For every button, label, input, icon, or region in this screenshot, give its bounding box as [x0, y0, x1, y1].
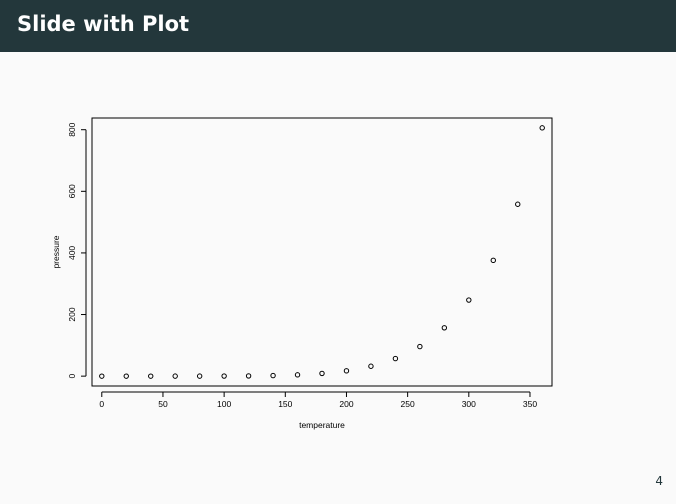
data-point: [319, 370, 325, 377]
data-point: [245, 373, 252, 379]
data-point: [172, 373, 178, 379]
data-point: [539, 125, 545, 131]
y-tick-label: 200: [67, 307, 77, 321]
data-point: [515, 201, 521, 207]
x-tick-label: 200: [339, 399, 353, 409]
data-point: [221, 373, 227, 379]
data-point: [392, 355, 399, 362]
x-tick-label: 250: [401, 399, 415, 409]
data-point: [368, 363, 374, 369]
data-point: [123, 373, 129, 379]
x-tick-label: 100: [217, 399, 231, 409]
data-point: [441, 325, 448, 331]
data-point: [99, 373, 105, 379]
data-point: [270, 372, 276, 379]
y-tick-label: 800: [67, 122, 77, 136]
x-axis-title: temperature: [299, 420, 345, 430]
y-tick-label: 0: [67, 374, 77, 379]
x-tick-label: 50: [158, 399, 168, 409]
data-point: [294, 372, 301, 378]
data-point: [196, 373, 203, 379]
page-number: 4: [655, 474, 663, 488]
plot-frame: [91, 117, 553, 387]
data-point: [490, 257, 496, 264]
y-tick-label: 400: [67, 246, 77, 260]
x-tick-label: 0: [99, 399, 104, 409]
slide-header: Slide with Plot: [0, 0, 676, 52]
x-tick-label: 300: [462, 399, 476, 409]
data-point: [417, 343, 423, 350]
data-point: [148, 373, 154, 379]
data-point: [343, 368, 350, 374]
slide-title: Slide with Plot: [17, 12, 190, 36]
y-axis-title: pressure: [51, 235, 61, 268]
x-tick-label: 350: [523, 399, 537, 409]
x-tick-label: 150: [278, 399, 292, 409]
data-point: [466, 297, 472, 303]
y-tick-label: 600: [67, 184, 77, 198]
